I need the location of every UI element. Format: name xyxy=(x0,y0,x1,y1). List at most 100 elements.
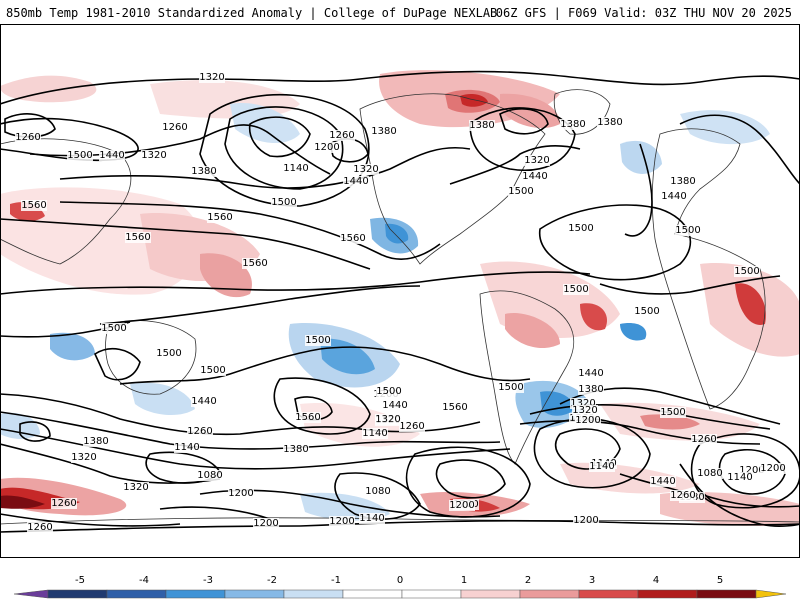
contour-label: 1140 xyxy=(174,442,199,453)
colorbar-tick-label: -1 xyxy=(331,575,341,586)
contour-label: 1260 xyxy=(162,122,187,133)
contour-label: 1200 xyxy=(228,488,253,499)
contour-label: 1140 xyxy=(727,472,752,483)
contour-label: 1200 xyxy=(329,516,354,527)
contour-label-bg xyxy=(760,463,786,474)
contour-label: 1500 xyxy=(156,348,181,359)
contour-label: 1560 xyxy=(340,233,365,244)
contour-label-bg xyxy=(739,465,765,476)
contour-label-bg xyxy=(375,414,401,425)
contour-line xyxy=(59,201,441,260)
contour-label: 1380 xyxy=(578,384,603,395)
contour-label-bg xyxy=(508,186,534,197)
contour-line xyxy=(59,146,471,189)
contour-label: 1500 xyxy=(200,365,225,376)
contour-label: 1500 xyxy=(305,335,330,346)
contour-label-bg xyxy=(156,348,182,359)
colorbar-min-arrow xyxy=(13,589,49,599)
contour-label: 1200 xyxy=(575,415,600,426)
contour-label-bg xyxy=(67,150,93,161)
contour-label: 1140 xyxy=(359,513,384,524)
anomaly-colorbar: -5 -4 -3 -2 -1 0 1 2 3 4 5 xyxy=(13,575,787,599)
contour-label: 1500 xyxy=(734,266,759,277)
contour-line xyxy=(0,271,591,295)
colorbar-swatch xyxy=(578,589,639,599)
contour-label-bg xyxy=(563,284,589,295)
contour-label-bg xyxy=(449,500,475,511)
contour-label-bg xyxy=(15,132,41,143)
contour-line xyxy=(405,446,531,518)
contour-label-bg xyxy=(353,164,379,175)
contour-label: 1560 xyxy=(242,258,267,269)
contour-label: 1080 xyxy=(365,486,390,497)
warm-anomaly-patch xyxy=(0,495,45,509)
contour-line xyxy=(0,513,181,527)
contour-line xyxy=(679,463,800,527)
contour-label-bg xyxy=(469,120,495,131)
contour-label-bg xyxy=(314,142,340,153)
contour-label-bg xyxy=(661,191,687,202)
contour-label-bg xyxy=(343,176,369,187)
contour-label-bg xyxy=(200,365,226,376)
contour-label: 1560 xyxy=(295,412,320,423)
contour-label: 1560 xyxy=(442,402,467,413)
contour-label-bg xyxy=(197,470,223,481)
colorbar-tick-label: -4 xyxy=(139,575,149,586)
contour-label: 1200 xyxy=(253,518,278,529)
cold-anomaly-patch xyxy=(50,332,95,361)
contour-label-bg xyxy=(578,368,604,379)
contour-line xyxy=(679,114,800,185)
contour-line xyxy=(0,117,139,162)
contour-line xyxy=(0,411,501,450)
contour-label: 1380 xyxy=(469,120,494,131)
contour-label-bg xyxy=(21,200,47,211)
colorbar-max-arrow xyxy=(755,589,787,599)
warm-anomaly-patch xyxy=(460,94,488,107)
model-run-info: 06Z GFS | F069 Valid: 03Z THU NOV 20 202… xyxy=(495,6,792,20)
contour-label: 1140 xyxy=(362,428,387,439)
colorbar-swatch xyxy=(342,589,403,599)
contour-label: 1500 xyxy=(498,382,523,393)
contour-label-bg xyxy=(125,232,151,243)
contour-label-bg xyxy=(27,522,53,533)
colorbar-tick-label: 4 xyxy=(653,575,659,586)
contour-line xyxy=(19,421,51,442)
contour-label: 1500 xyxy=(568,223,593,234)
contour-label: 1500 xyxy=(508,186,533,197)
contour-label: 1200 xyxy=(314,142,339,153)
contour-label: 1380 xyxy=(597,117,622,128)
contour-label-bg xyxy=(141,150,167,161)
contour-line xyxy=(99,285,421,325)
contour-label-bg xyxy=(305,335,331,346)
warm-anomaly-patch xyxy=(500,93,560,129)
contour-label: 1440 xyxy=(343,176,368,187)
contour-label: 1500 xyxy=(271,197,296,208)
asia-outline xyxy=(0,138,132,265)
contour-label-bg xyxy=(734,266,760,277)
contour-line xyxy=(599,275,781,295)
contour-label-bg xyxy=(242,258,268,269)
colorbar-tick-label: -2 xyxy=(267,575,277,586)
colorbar-swatch xyxy=(47,589,108,599)
contour-label-bg xyxy=(123,482,149,493)
contour-line xyxy=(0,218,371,270)
contour-line xyxy=(469,107,576,171)
contour-label: 1500 xyxy=(376,386,401,397)
contour-label: 1320 xyxy=(141,150,166,161)
contour-label-bg xyxy=(498,382,524,393)
contour-label: 1200 xyxy=(739,465,764,476)
cold-anomaly-patch xyxy=(620,140,662,174)
colorbar-swatch xyxy=(224,589,285,599)
contour-label: 1440 xyxy=(578,368,603,379)
contour-label: 1320 xyxy=(375,414,400,425)
contour-label: 1320 xyxy=(199,72,224,83)
colorbar-tick-label: -3 xyxy=(203,575,213,586)
colorbar-swatch xyxy=(165,589,226,599)
contour-label-bg xyxy=(83,436,109,447)
contour-label-bg xyxy=(597,117,623,128)
colorbar-tick-label: 0 xyxy=(397,575,403,586)
contour-line xyxy=(224,106,344,190)
contour-line xyxy=(699,493,800,508)
colorbar-swatch xyxy=(460,589,521,599)
